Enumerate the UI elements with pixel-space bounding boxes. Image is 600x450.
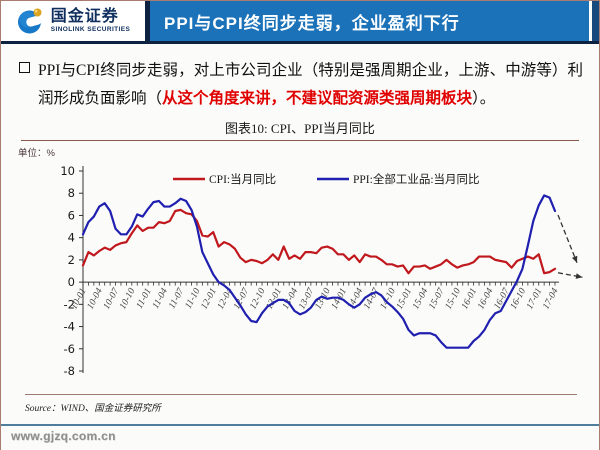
unit-label: 单位：% bbox=[18, 148, 55, 160]
svg-text:6: 6 bbox=[68, 209, 75, 223]
header-underline bbox=[1, 41, 599, 44]
bullet-text: PPI与CPI终同步走弱，对上市公司企业（特别是强周期企业，上游、中游等）利润形… bbox=[38, 62, 583, 107]
svg-text:CPI:当月同比: CPI:当月同比 bbox=[209, 172, 276, 186]
svg-text:PPI:全部工业品:当月同比: PPI:全部工业品:当月同比 bbox=[353, 172, 480, 186]
website-text: www.gjzq.com.cn bbox=[11, 429, 116, 443]
chart-area: 10 8 6 4 2 0 -2 -4 -6 -8 10-01 10-04 10-07 10-10 11-01… bbox=[45, 159, 599, 390]
svg-text:0: 0 bbox=[68, 275, 75, 289]
company-logo: 国金证券 SINOLINK SECURITIES bbox=[1, 1, 145, 41]
svg-text:2: 2 bbox=[68, 253, 75, 267]
svg-text:-4: -4 bbox=[64, 320, 75, 334]
logo-name-en: SINOLINK SECURITIES bbox=[50, 25, 131, 33]
footer-rule bbox=[1, 424, 599, 426]
title-banner: PPI与CPI终同步走弱，企业盈利下行 bbox=[150, 1, 589, 41]
svg-text:11-01: 11-01 bbox=[135, 287, 154, 311]
logo-text: 国金证券 SINOLINK SECURITIES bbox=[50, 7, 131, 34]
source-text: Source：WIND、国金证券研究所 bbox=[25, 404, 161, 415]
banner-end-strip bbox=[592, 1, 599, 41]
banner-end-gap bbox=[589, 1, 592, 41]
svg-text:11-04: 11-04 bbox=[151, 287, 170, 311]
logo-name-cn: 国金证券 bbox=[50, 7, 119, 25]
svg-text:10-10: 10-10 bbox=[118, 287, 137, 311]
svg-text:8: 8 bbox=[68, 186, 75, 200]
figure-title-rule bbox=[21, 140, 579, 142]
slide-title: PPI与CPI终同步走弱，企业盈利下行 bbox=[164, 13, 460, 33]
bullet-text-end: ）。 bbox=[472, 89, 496, 107]
figure-title: 图表10: CPI、PPI当月同比 bbox=[225, 121, 375, 137]
svg-text:-8: -8 bbox=[64, 364, 75, 378]
header: 国金证券 SINOLINK SECURITIES PPI与CPI终同步走弱，企业… bbox=[1, 1, 599, 41]
svg-text:-6: -6 bbox=[64, 342, 75, 356]
svg-text:17-04: 17-04 bbox=[541, 287, 560, 311]
line-chart: 1086420-2-4-6-810-0110-0410-0710-1011-01… bbox=[60, 164, 583, 378]
bullet-paragraph: PPI与CPI终同步走弱，对上市公司企业（特别是强周期企业，上游、中游等）利润形… bbox=[19, 57, 583, 112]
header-divider bbox=[145, 1, 150, 41]
svg-text:-2: -2 bbox=[64, 297, 75, 311]
bullet-square-icon bbox=[19, 62, 30, 73]
bullet-text-emphasis: 从这个角度来讲，不建议配资源类强周期板块 bbox=[162, 89, 473, 107]
svg-text:4: 4 bbox=[68, 231, 75, 245]
svg-text:10: 10 bbox=[60, 164, 75, 178]
source-rule bbox=[25, 394, 577, 396]
sinolink-logo-icon bbox=[17, 8, 42, 34]
